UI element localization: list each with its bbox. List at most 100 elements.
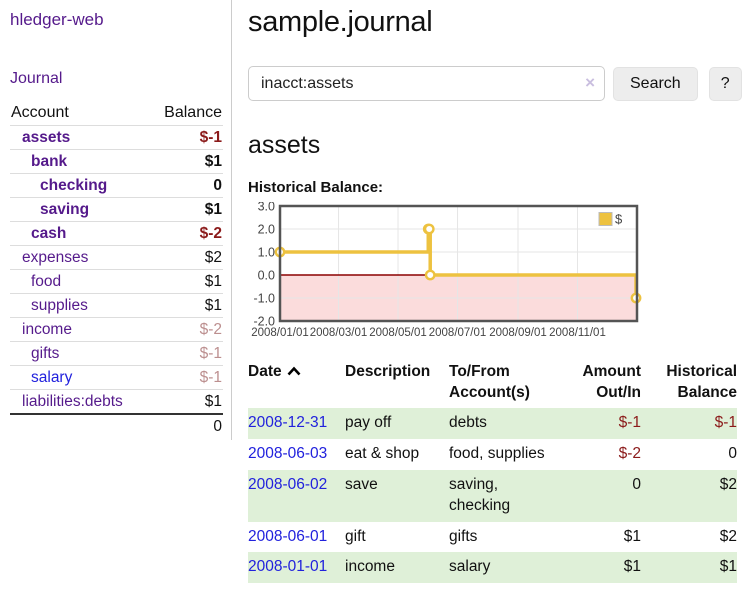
account-row: cash $-2 (10, 221, 223, 246)
transaction-accounts: debts (449, 407, 559, 439)
register-col-date[interactable]: Date (248, 358, 345, 408)
transaction-balance: $2 (719, 527, 737, 545)
account-link-food[interactable]: food (31, 272, 62, 290)
register-table: Date Description To/From Account(s) Amou… (248, 358, 737, 584)
search-button[interactable]: Search (613, 66, 698, 101)
register-col-description: Description (345, 363, 431, 380)
svg-text:3.0: 3.0 (258, 202, 275, 214)
search-box: × (248, 66, 605, 101)
account-row: checking 0 (10, 173, 223, 198)
svg-text:-2.0: -2.0 (253, 315, 275, 329)
svg-text:-1.0: -1.0 (253, 292, 275, 306)
account-balance: $1 (149, 149, 223, 174)
transaction-balance: $1 (641, 552, 737, 584)
transaction-balance: $2 (641, 469, 737, 522)
register-col-amount: Amount Out/In (582, 363, 641, 401)
account-link-bank[interactable]: bank (31, 152, 68, 170)
accounts-col-balance: Balance (164, 104, 222, 121)
transaction-description: income (345, 552, 449, 584)
account-link-assets[interactable]: assets (22, 128, 71, 146)
svg-text:$: $ (615, 212, 623, 227)
account-link-liabilities-debts[interactable]: liabilities:debts (22, 392, 123, 410)
transaction-amount: $1 (559, 552, 641, 584)
account-row: saving $1 (10, 197, 223, 222)
transaction-date-link[interactable]: 2008-06-03 (248, 444, 328, 462)
transaction-accounts: saving, checking (449, 469, 559, 522)
account-row: expenses $2 (10, 245, 223, 270)
account-link-expenses[interactable]: expenses (22, 248, 89, 266)
transaction-balance: 0 (728, 444, 737, 462)
transaction-description: pay off (345, 407, 449, 439)
transaction-date-link[interactable]: 2008-01-01 (248, 558, 328, 576)
svg-text:0.0: 0.0 (258, 269, 275, 283)
sidebar: hledger-web Journal Account Balance asse… (0, 0, 232, 440)
transaction-amount: $-2 (618, 444, 641, 462)
account-link-saving[interactable]: saving (40, 200, 90, 218)
account-row: income $-2 (10, 317, 223, 342)
transaction-date-link[interactable]: 2008-12-31 (248, 413, 328, 431)
account-link-gifts[interactable]: gifts (31, 344, 60, 362)
transaction-amount: 0 (559, 469, 641, 522)
account-balance: $1 (149, 293, 223, 318)
clear-search-icon[interactable]: × (585, 73, 595, 92)
register-col-balance: Historical Balance (666, 363, 737, 401)
accounts-col-account: Account (11, 104, 69, 121)
brand-link[interactable]: hledger-web (10, 10, 104, 29)
transaction-date-link[interactable]: 2008-06-01 (248, 527, 328, 545)
account-link-supplies[interactable]: supplies (31, 296, 88, 314)
transaction-description: eat & shop (345, 444, 420, 462)
transaction-description: save (345, 469, 449, 522)
sort-ascending-icon (287, 362, 301, 383)
account-row: salary $-1 (10, 365, 223, 390)
account-row: food $1 (10, 269, 223, 294)
account-balance: $-1 (149, 341, 223, 366)
register-row: 2008-12-31 pay off debts $-1 $-1 (248, 407, 737, 439)
account-balance: 0 (149, 173, 223, 198)
account-balance: $-1 (149, 365, 223, 390)
accounts-total: 0 (149, 413, 223, 439)
transaction-amount: $-1 (559, 407, 641, 439)
transaction-amount: $1 (623, 527, 641, 545)
svg-text:2.0: 2.0 (258, 223, 275, 237)
svg-text:2008/01/01: 2008/01/01 (251, 327, 309, 339)
account-link-salary[interactable]: salary (31, 368, 73, 386)
account-balance: $-2 (149, 317, 223, 342)
transaction-accounts: food, supplies (449, 444, 545, 462)
register-row: 2008-06-03 eat & shop food, supplies $-2… (248, 439, 737, 470)
register-row: 2008-01-01 income salary $1 $1 (248, 552, 737, 584)
account-heading: assets (248, 131, 321, 159)
register-col-accounts: To/From Account(s) (449, 363, 530, 401)
svg-text:2008/07/01: 2008/07/01 (429, 327, 487, 339)
help-button[interactable]: ? (708, 66, 742, 101)
account-balance: $1 (149, 197, 223, 222)
account-balance: $1 (149, 269, 223, 294)
sidebar-item-journal[interactable]: Journal (10, 70, 63, 87)
accounts-table: Account Balance assets $-1 bank $1 check… (10, 101, 223, 439)
account-balance: $-1 (149, 125, 223, 150)
account-row: gifts $-1 (10, 341, 223, 366)
svg-text:2008/09/01: 2008/09/01 (489, 327, 547, 339)
account-row: liabilities:debts $1 (10, 389, 223, 414)
svg-text:2008/05/01: 2008/05/01 (369, 327, 427, 339)
main-content: sample.journal × Search ? assets Histori… (232, 0, 742, 593)
account-row: bank $1 (10, 149, 223, 174)
page-title: sample.journal (248, 6, 433, 38)
search-bar: × Search ? (248, 66, 742, 101)
transaction-description: gift (345, 527, 366, 545)
transaction-balance: $-1 (641, 407, 737, 439)
account-link-income[interactable]: income (22, 320, 72, 338)
account-link-cash[interactable]: cash (31, 224, 67, 242)
register-header-row: Date Description To/From Account(s) Amou… (248, 358, 737, 408)
search-input[interactable] (248, 66, 605, 101)
transaction-accounts: gifts (449, 527, 478, 545)
account-balance: $1 (149, 389, 223, 414)
accounts-total-row: 0 (10, 413, 223, 439)
account-balance: $2 (149, 245, 223, 270)
transaction-date-link[interactable]: 2008-06-02 (248, 475, 328, 493)
account-row: assets $-1 (10, 125, 223, 150)
account-link-checking[interactable]: checking (40, 176, 108, 194)
transaction-accounts: salary (449, 552, 559, 584)
register-row: 2008-06-01 gift gifts $1 $2 (248, 522, 737, 553)
svg-text:1.0: 1.0 (258, 246, 275, 260)
